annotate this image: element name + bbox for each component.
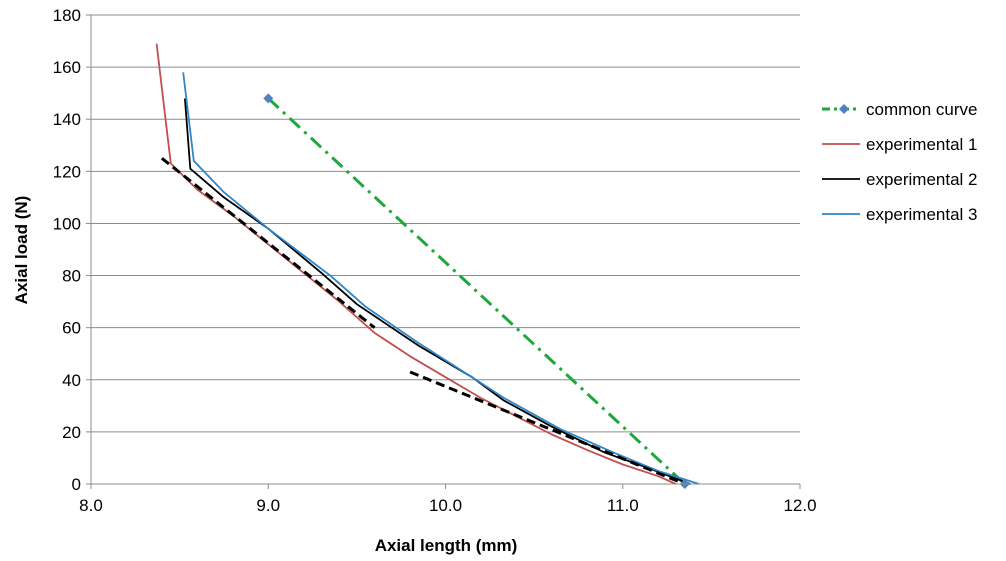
x-tick-label: 10.0 [429,496,462,515]
x-tick-label: 8.0 [79,496,103,515]
legend-label: experimental 2 [866,170,978,189]
x-axis-title: Axial length (mm) [375,536,518,555]
trend-line-5 [409,370,686,486]
y-tick-label: 140 [53,110,81,129]
series-line-experimental-3 [182,72,700,485]
y-tick-label: 120 [53,162,81,181]
y-tick-label: 0 [72,475,81,494]
y-tick-label: 60 [62,319,81,338]
series-line-common-curve [267,97,686,486]
y-tick-label: 40 [62,371,81,390]
legend: common curve experimental 1 experimental 2… [822,100,978,224]
axes: 0 20 40 60 80 100 120 140 160 180 8.0 9.0 10.0 11.0 12… [53,6,817,515]
series-lines [155,43,700,486]
y-tick-label: 100 [53,214,81,233]
legend-item: experimental 1 [822,135,978,154]
gridlines [91,14,800,485]
trend-line-4 [160,157,376,329]
x-tick-label: 11.0 [607,496,639,515]
y-tick-label: 180 [53,6,81,25]
legend-label: common curve [866,100,977,119]
data-point-marker [263,93,274,104]
y-tick-label: 160 [53,58,81,77]
series-line-experimental-2 [184,98,691,485]
y-tick-label: 80 [62,267,81,286]
x-tick-label: 12.0 [783,496,816,515]
x-tick-label: 9.0 [256,496,280,515]
series-line-experimental-1 [155,43,677,485]
legend-item: common curve [822,100,977,119]
legend-label: experimental 1 [866,135,978,154]
legend-marker [839,104,849,114]
legend-item: experimental 2 [822,170,978,189]
y-axis-title: Axial load (N) [12,196,31,305]
legend-label: experimental 3 [866,205,978,224]
legend-item: experimental 3 [822,205,978,224]
y-tick-label: 20 [62,423,81,442]
